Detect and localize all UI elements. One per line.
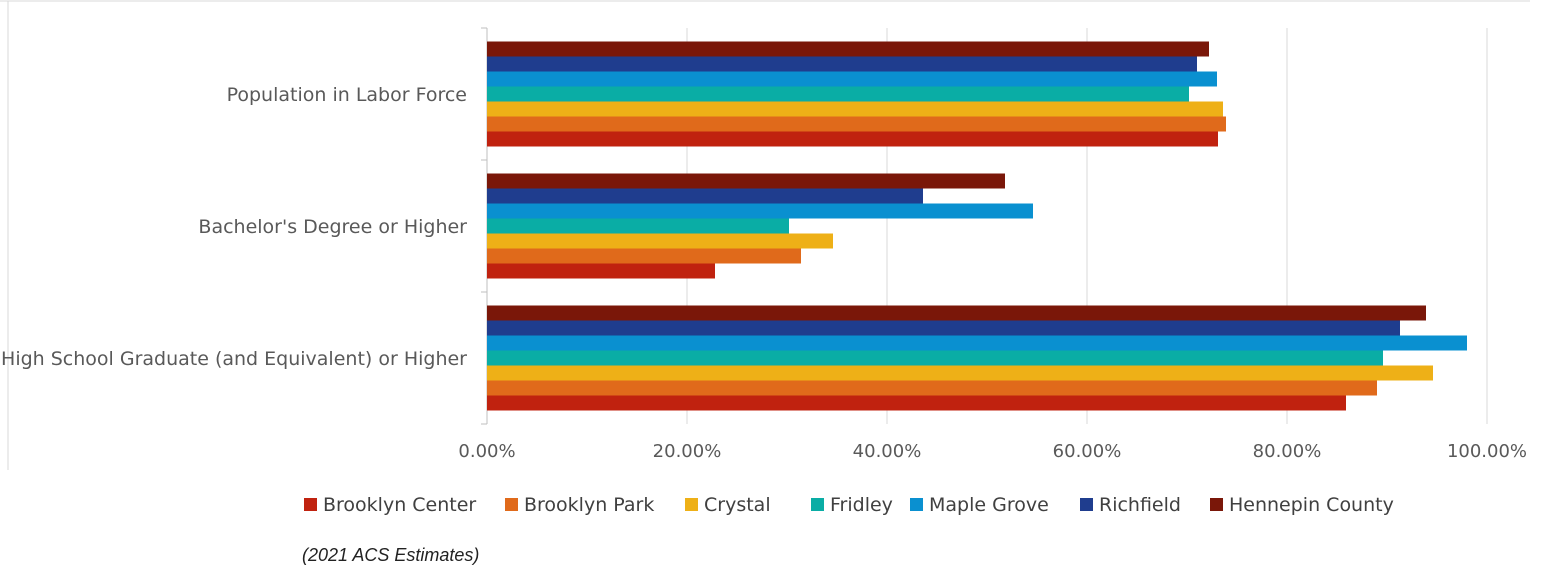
source-note: (2021 ACS Estimates) [302, 545, 480, 565]
legend-swatch [910, 498, 923, 511]
bar [487, 86, 1189, 102]
legend-swatch [1210, 498, 1223, 511]
legend-swatch [1080, 498, 1093, 511]
legend-label: Hennepin County [1229, 494, 1394, 516]
x-tick-label: 40.00% [853, 441, 922, 462]
bar [487, 320, 1400, 336]
legend-swatch [304, 498, 317, 511]
legend-label: Richfield [1099, 494, 1181, 516]
bar [487, 233, 833, 249]
bar [487, 350, 1383, 366]
bar [487, 116, 1226, 132]
legend-label: Maple Grove [929, 494, 1049, 516]
bar [487, 248, 801, 264]
bar [487, 203, 1033, 219]
x-tick-label: 60.00% [1053, 441, 1122, 462]
x-tick-label: 80.00% [1253, 441, 1322, 462]
bar [487, 41, 1209, 57]
bar [487, 395, 1346, 411]
bar [487, 131, 1218, 147]
bar [487, 263, 715, 279]
bar [487, 56, 1197, 72]
x-tick-label: 20.00% [653, 441, 722, 462]
legend-items: Brooklyn Center Brooklyn Park Crystal Fridl… [304, 494, 1394, 516]
legend-label: Brooklyn Park [524, 494, 654, 516]
bar [487, 305, 1426, 321]
bar [487, 335, 1467, 351]
legend-swatch [685, 498, 698, 511]
bar [487, 365, 1433, 381]
bar [487, 173, 1005, 189]
x-tick-label: 0.00% [458, 441, 515, 462]
legend: Brooklyn Center Brooklyn Park Crystal Fridl… [0, 490, 1543, 520]
bar [487, 71, 1217, 87]
bar [487, 380, 1377, 396]
legend-label: Fridley [830, 494, 893, 516]
bar-chart: Population in Labor Force Bachelor's Degr… [0, 0, 1530, 470]
legend-swatch [505, 498, 518, 511]
category-label: Population in Labor Force [227, 84, 467, 106]
bar [487, 188, 923, 204]
legend-label: Crystal [704, 494, 771, 516]
legend-label: Brooklyn Center [323, 494, 476, 516]
bar [487, 218, 789, 234]
legend-swatch [811, 498, 824, 511]
category-label: High School Graduate (and Equivalent) or… [1, 348, 467, 370]
bar [487, 101, 1223, 117]
category-label: Bachelor's Degree or Higher [198, 216, 467, 238]
x-tick-label: 100.00% [1447, 441, 1527, 462]
